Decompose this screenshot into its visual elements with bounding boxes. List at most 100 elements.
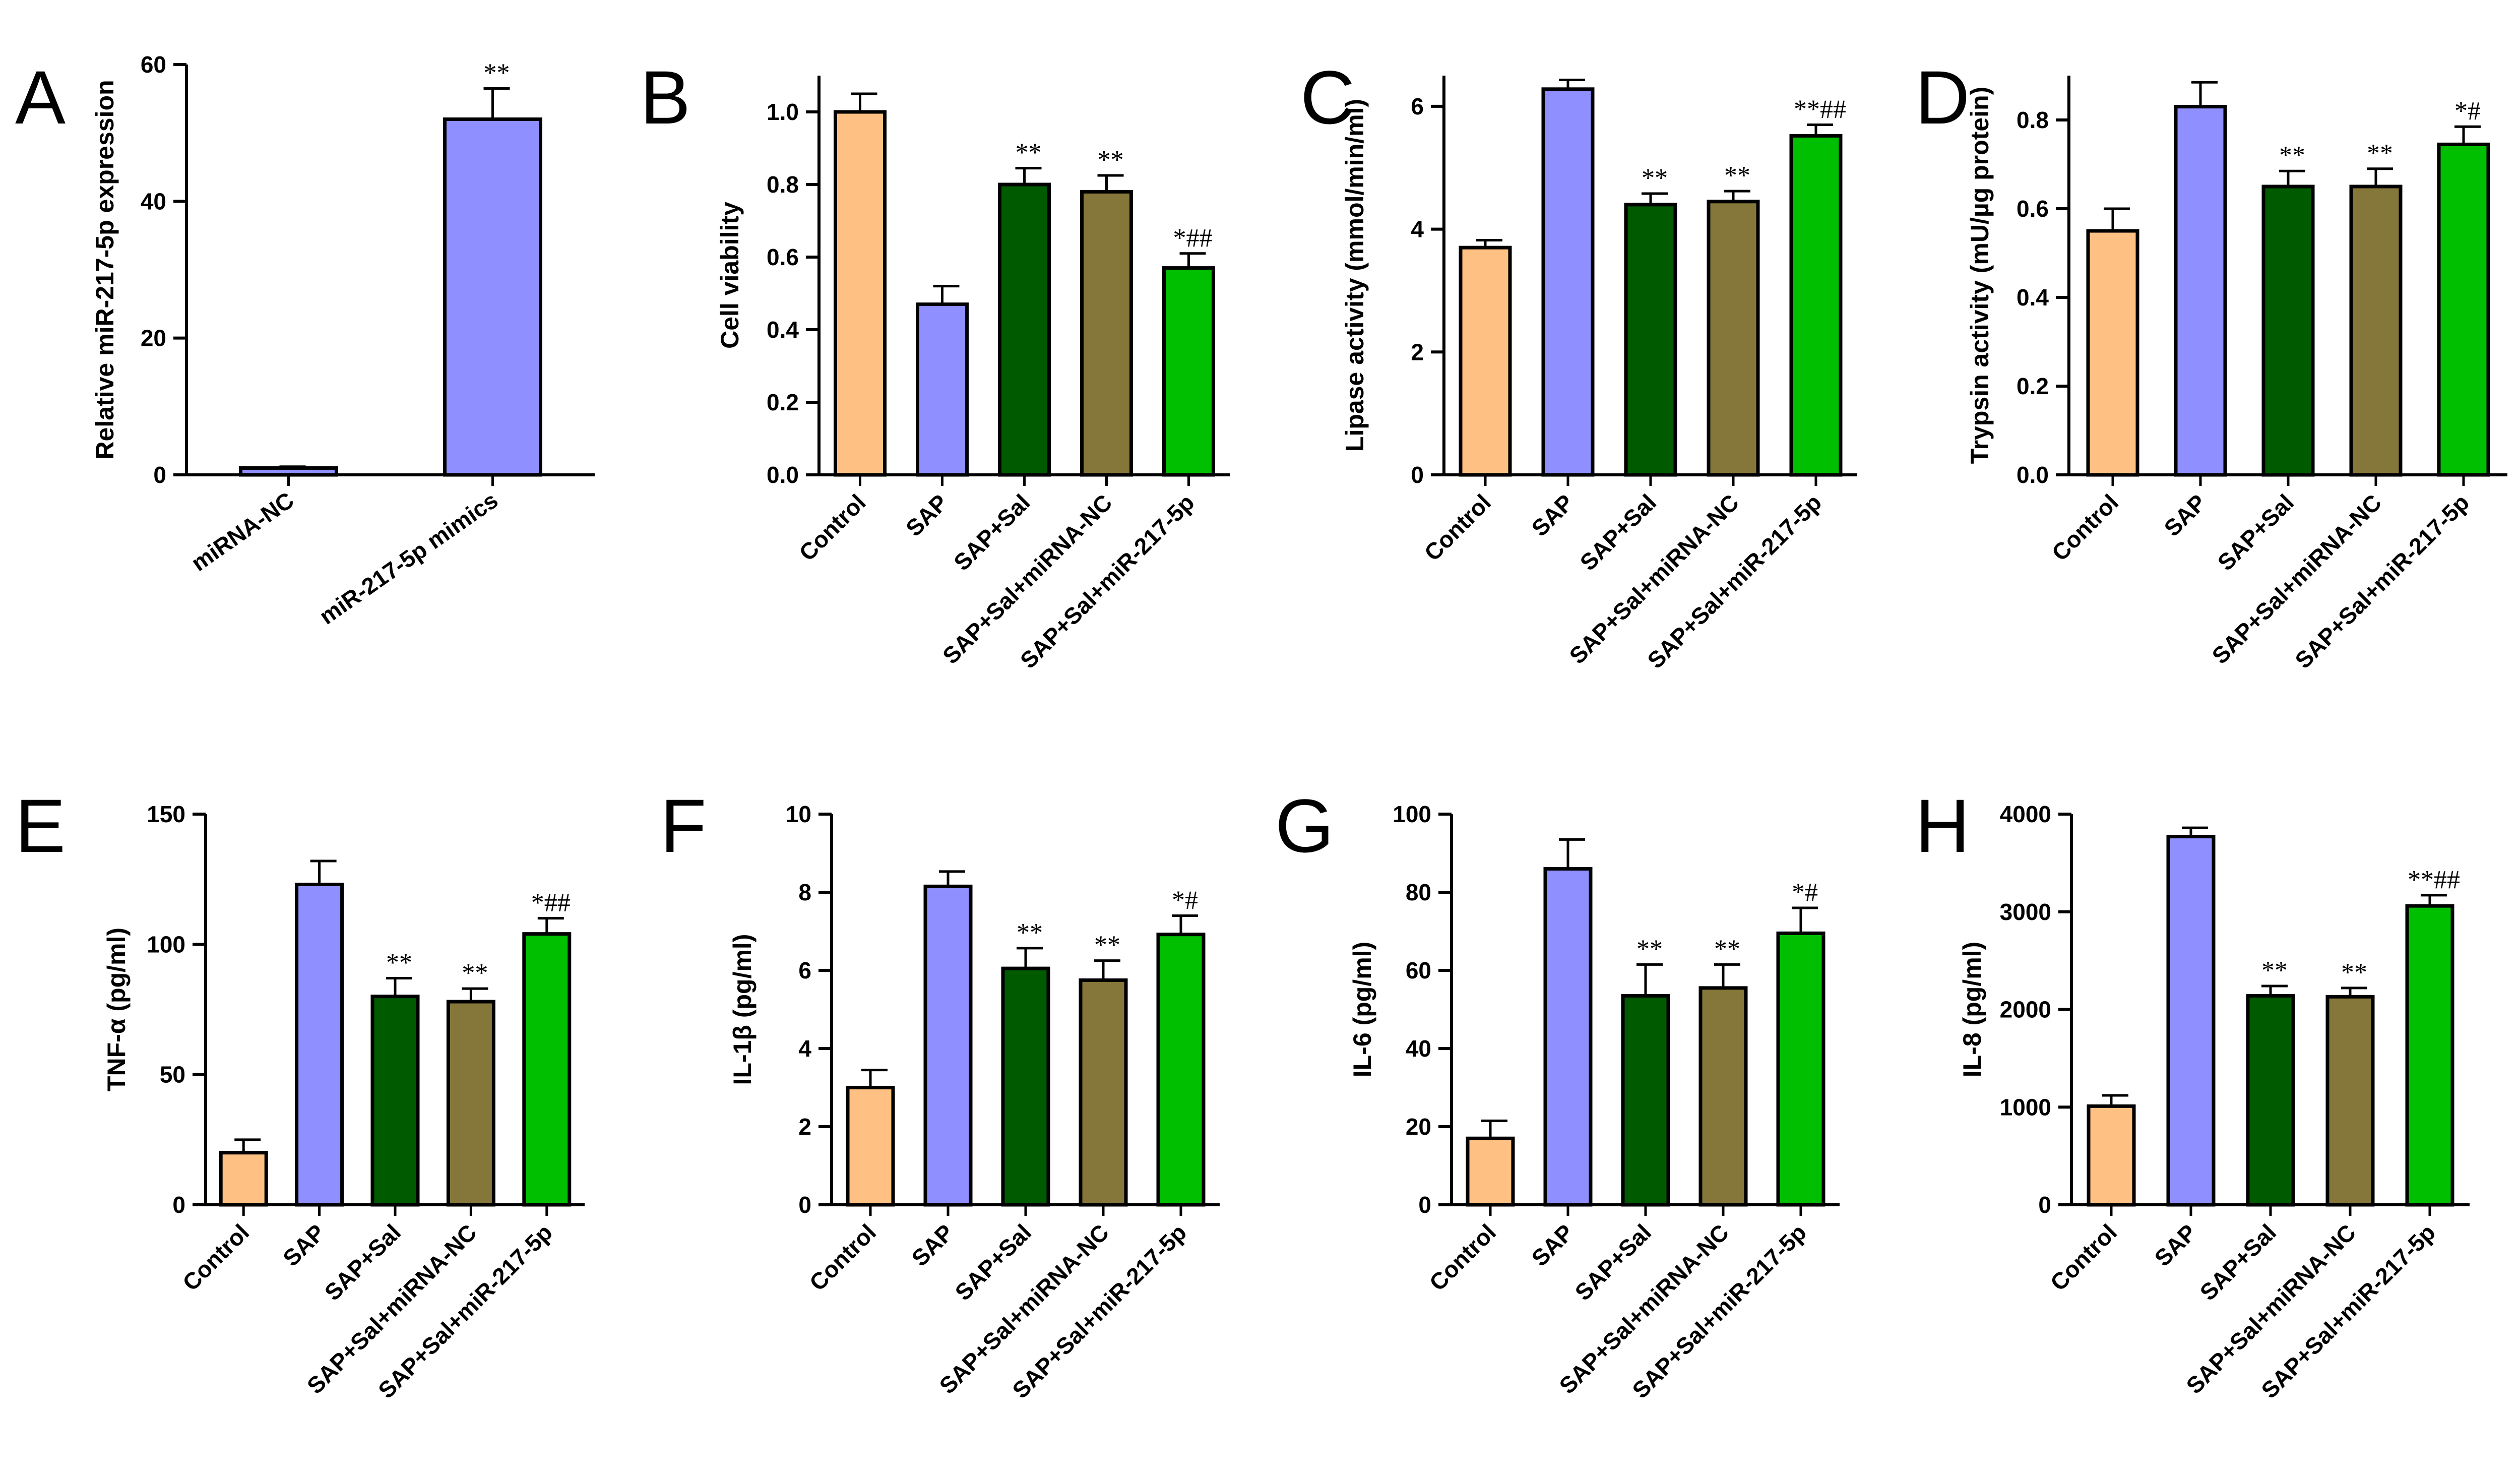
significance-label: ** [2367,139,2393,168]
bar [1626,205,1675,475]
chart-panel-d: D 0.0 0.2 0.4 0.6 0.8 Trypsin activity (mU/µg … [1915,55,2507,673]
y-tick-label: 0 [1411,462,1424,488]
significance-label: ** [2261,956,2288,985]
y-tick-label: 4000 [2000,801,2051,827]
y-tick-label: 100 [1393,801,1431,827]
significance-label: ** [462,959,488,988]
y-tick-label: 0 [172,1192,185,1218]
bar [1468,1138,1513,1205]
bar [524,934,570,1205]
significance-label: ** [484,58,510,87]
bar [1791,136,1841,475]
significance-label: *# [1172,886,1198,915]
bar [836,112,885,475]
y-tick-label: 0.6 [767,244,799,270]
bar [1543,89,1593,475]
x-category-label: Control [2047,489,2123,566]
y-tick-label: 80 [1406,879,1431,905]
x-category-label: SAP [901,489,953,541]
bar [2168,837,2214,1205]
y-tick-label: 10 [786,801,811,827]
bar [1164,268,1214,475]
y-axis-title: IL-8 (pg/ml) [1958,942,1986,1077]
chart-panel-b: B 0.0 0.2 0.4 0.6 0.8 1.0 Cell viability Control… [640,55,1230,673]
y-tick-label: 50 [160,1062,185,1088]
y-tick-label: 1.0 [767,99,799,125]
panel-letter: E [15,783,66,868]
y-tick-label: 2000 [2000,997,2051,1023]
y-tick-label: 0.8 [2017,107,2049,133]
significance-label: *## [1173,224,1213,253]
chart-panel-h: H 0 1000 2000 3000 4000 IL-8 (pg/ml) Control SAP… [1915,783,2470,1403]
y-tick-label: 2 [1411,339,1424,365]
y-tick-label: 0.4 [767,317,799,343]
bar [2407,906,2452,1205]
bar [297,885,342,1205]
bar [1778,933,1823,1205]
bar [2327,997,2373,1205]
y-axis-title: Lipase activity (mmol/min/ml) [1341,99,1369,452]
y-tick-label: 40 [1406,1035,1431,1062]
y-tick-label: 0.4 [2017,284,2049,311]
y-tick-label: 60 [1406,957,1431,983]
y-tick-label: 40 [141,188,166,214]
y-tick-label: 20 [1406,1114,1431,1140]
bar [925,886,971,1205]
y-tick-label: 0.0 [2017,462,2049,488]
y-tick-label: 3000 [2000,899,2051,925]
x-category-label: Control [2045,1219,2122,1296]
x-category-label: SAP+Sal [2213,489,2299,575]
y-tick-label: 60 [141,51,166,78]
y-tick-label: 0 [798,1192,811,1218]
x-category-label: Control [177,1219,254,1296]
x-category-label: SAP+Sal [1575,489,1661,575]
bar [1709,202,1758,475]
bar [1461,248,1510,475]
bar [1082,192,1131,475]
chart-panel-g: G020406080100IL-6 (pg/ml)Control SAP**SAP… [1275,783,1840,1403]
significance-label: ** [1017,918,1043,947]
panel-letter: H [1915,783,1970,868]
y-tick-label: 100 [147,931,185,957]
y-tick-label: 8 [798,879,811,905]
bar [1700,988,1746,1205]
y-tick-label: 0.8 [767,171,799,198]
y-tick-label: 4 [1411,216,1424,242]
y-tick-label: 20 [141,325,166,351]
y-axis-title: Cell viability [716,202,744,349]
y-axis-title: TNF-α (pg/ml) [102,928,131,1091]
bar [2263,187,2313,475]
bar [221,1153,266,1205]
x-category-label: SAP+Sal+miR-217-5p [2290,489,2474,673]
bar [848,1088,893,1205]
bar [372,997,418,1205]
y-axis-title: IL-1β (pg/ml) [728,934,757,1085]
y-tick-label: 0.2 [2017,373,2049,399]
significance-label: *# [2454,97,2481,126]
x-category-label: SAP [1526,489,1579,541]
significance-label: ** [1642,164,1668,193]
significance-label: ** [1094,931,1120,960]
bar [2176,107,2225,475]
y-tick-label: 6 [798,957,811,983]
y-axis-title: Trypsin activity (mU/µg protein) [1966,87,1994,464]
panel-letter: D [1915,55,1970,140]
bar [2248,996,2293,1205]
y-tick-label: 0.0 [767,462,799,488]
bar [1000,184,1049,475]
x-category-label: miRNA-NC [186,487,298,576]
y-tick-label: 4 [798,1035,811,1062]
significance-label: *## [531,889,571,917]
chart-panel-a: A 0 20 40 60 Relative miR-217-5p expression mi… [15,51,595,630]
significance-label: ** [2279,141,2305,170]
chart-panel-f: F0246810IL-1β (pg/ml)Control SAP**SAP+Sal… [660,783,1220,1403]
figure-canvas: A0204060Relative miR-217-5p expressionmi… [0,0,2520,1477]
significance-label: ** [1016,139,1042,167]
bar [1545,869,1591,1205]
panel-letter: B [640,55,690,140]
significance-label: ** [1724,161,1750,190]
bar [448,1002,493,1205]
y-tick-label: 0 [1418,1192,1431,1218]
bar [241,468,337,475]
